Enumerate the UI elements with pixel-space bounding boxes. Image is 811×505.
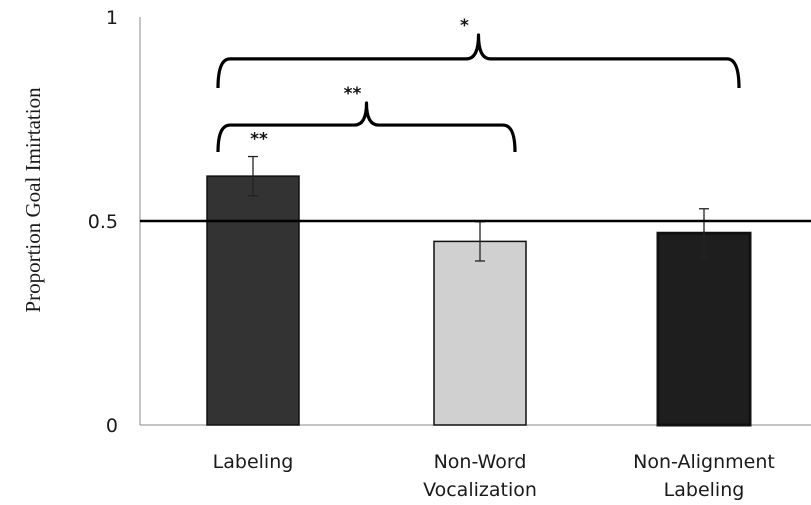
y-tick-label: 1 (106, 7, 118, 29)
category-labels: Labeling Non-Word Vocalization Non-Alignmen… (213, 451, 775, 501)
significance-marker: * (460, 16, 469, 36)
category-label: Vocalization (423, 479, 537, 501)
y-tick-label: 0 (106, 415, 118, 437)
category-label: Non-Alignment (633, 451, 775, 473)
significance-annotations: ***** (216, 16, 741, 153)
category-label: Labeling (664, 479, 745, 501)
bars (206, 175, 752, 427)
bar (656, 231, 752, 427)
category-label: Non-Word (434, 451, 527, 473)
category-label: Labeling (213, 451, 294, 473)
significance-brace (216, 101, 517, 153)
bar (206, 175, 300, 426)
significance-marker: ** (344, 84, 362, 104)
y-axis-label: Proportion Goal Imirtation (21, 87, 45, 313)
bar (433, 240, 527, 426)
significance-brace (216, 33, 741, 89)
y-tick-label: 0.5 (88, 211, 118, 233)
significance-marker: ** (250, 130, 268, 150)
